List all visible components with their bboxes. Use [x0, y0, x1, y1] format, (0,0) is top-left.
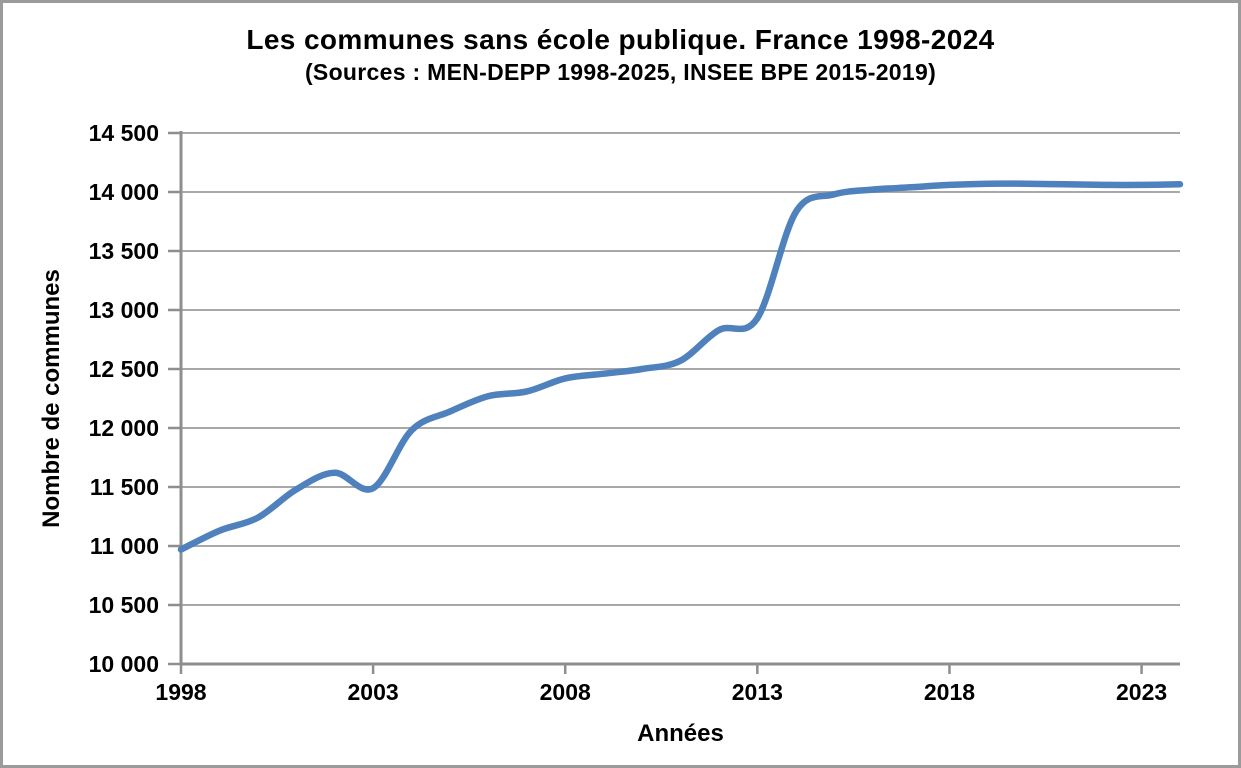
y-tick-label: 14 500 [89, 120, 159, 146]
x-tick-label: 2013 [732, 679, 783, 705]
x-tick-label: 1998 [155, 679, 206, 705]
y-tick-label: 10 500 [89, 592, 159, 618]
y-tick-label: 12 000 [89, 415, 159, 441]
y-tick-label: 11 500 [90, 474, 159, 500]
y-tick-label: 14 000 [89, 179, 159, 205]
x-tick-label: 2023 [1116, 679, 1167, 705]
data-series-line [177, 180, 1184, 553]
y-tick-label: 13 500 [89, 238, 159, 264]
y-tick-label: 11 000 [90, 533, 159, 559]
x-tick-label: 2008 [540, 679, 591, 705]
chart-title: Les communes sans école publique. France… [246, 24, 995, 55]
x-tick-label: 2003 [348, 679, 399, 705]
y-tick-label: 12 500 [89, 356, 159, 382]
y-axis-title: Nombre de communes [38, 269, 65, 528]
line-chart-canvas: 10 000 10 500 11 000 11 500 12 000 12 500 13 0… [38, 120, 1184, 747]
chart-subtitle: (Sources : MEN-DEPP 1998-2025, INSEE BPE… [304, 59, 937, 85]
y-tick-label: 10 000 [89, 651, 159, 677]
y-tick-label: 13 000 [89, 297, 159, 323]
x-tick-label: 2018 [924, 679, 975, 705]
x-axis-title: Années [637, 720, 724, 747]
